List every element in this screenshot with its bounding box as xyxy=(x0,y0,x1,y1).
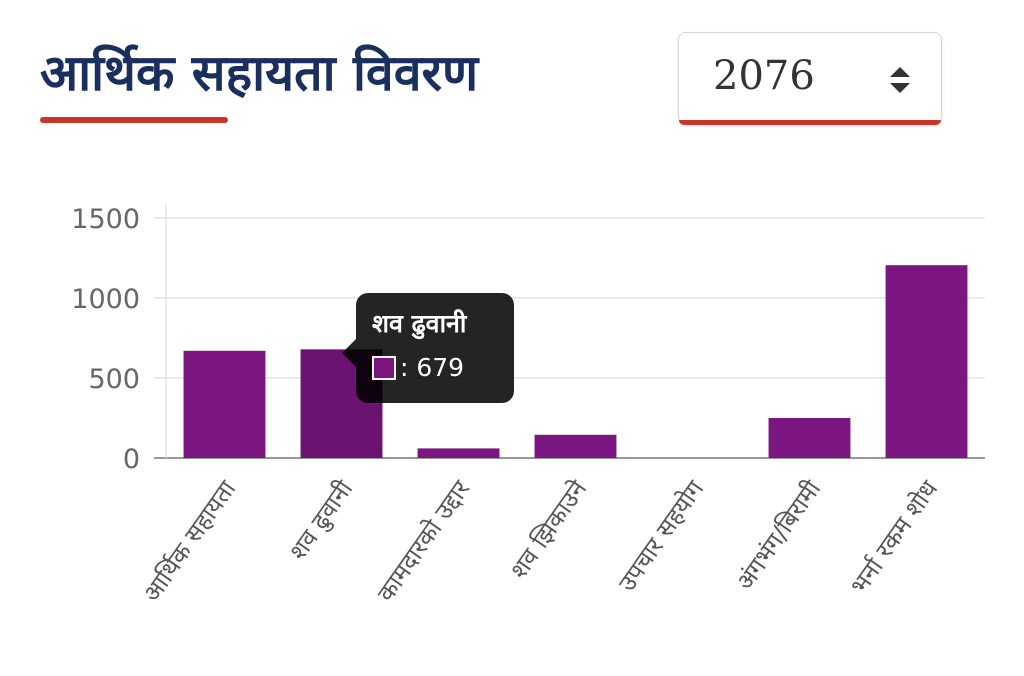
bar[interactable] xyxy=(534,434,617,458)
x-category-label: भर्ना रकम शोध xyxy=(845,474,944,599)
y-tick-label: 500 xyxy=(88,364,140,395)
title-underline xyxy=(40,117,228,123)
tooltip-value: : 679 xyxy=(400,353,465,382)
bar[interactable] xyxy=(768,418,851,458)
tooltip-row: : 679 xyxy=(372,353,498,382)
x-category-label: आर्थिक सहायता xyxy=(138,475,242,607)
y-tick-label: 0 xyxy=(123,444,140,475)
y-tick-label: 1000 xyxy=(71,284,140,315)
x-category-label: अंगभंग/बिरामी xyxy=(731,475,827,596)
x-category-label: शव झिकाउने xyxy=(505,475,593,584)
tooltip-swatch xyxy=(372,355,396,380)
x-category-label: शव ढुवानी xyxy=(284,475,360,566)
bar[interactable] xyxy=(885,265,968,458)
chart-tooltip: शव ढुवानी : 679 xyxy=(342,293,514,403)
page-title: आर्थिक सहायता विवरण xyxy=(40,44,479,102)
sort-icon xyxy=(890,67,910,93)
tooltip-title: शव ढुवानी xyxy=(372,309,467,338)
year-select[interactable]: 2076 xyxy=(678,32,942,125)
year-select-value: 2076 xyxy=(713,53,815,99)
bar[interactable] xyxy=(417,448,500,458)
y-tick-label: 1500 xyxy=(71,204,140,235)
bar[interactable] xyxy=(183,350,266,458)
x-category-label: उपचार सहयोग xyxy=(613,475,710,597)
x-category-label: कामदारको उद्दार xyxy=(372,474,476,606)
